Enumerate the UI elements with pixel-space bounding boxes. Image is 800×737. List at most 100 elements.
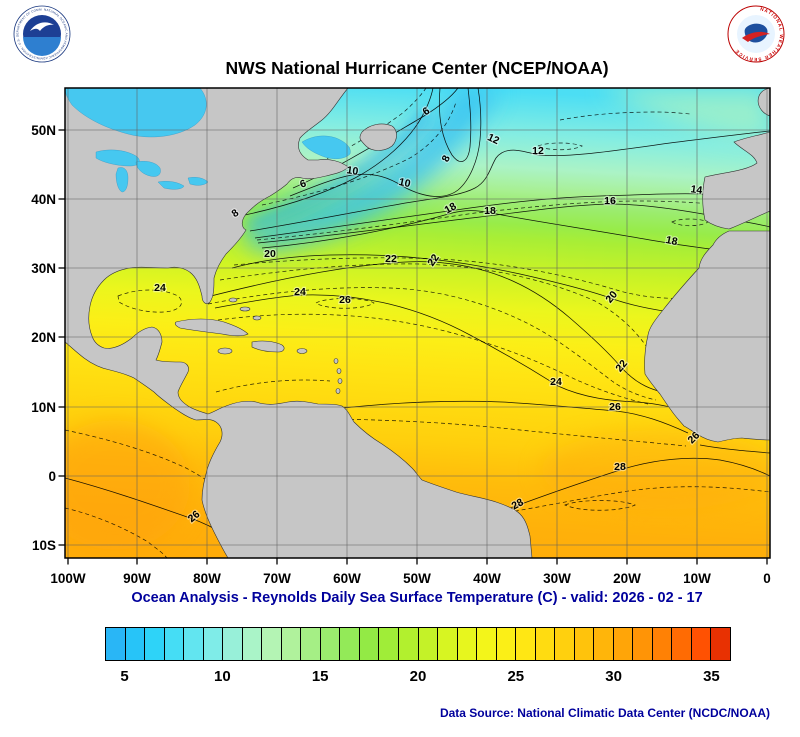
lat-tick-label: 0 xyxy=(48,469,56,484)
antilles-island xyxy=(333,358,339,364)
lake-erie xyxy=(157,181,185,190)
contour-label: 12 xyxy=(532,145,544,157)
colorbar-tick-label: 5 xyxy=(120,668,129,685)
lon-tick-label: 0 xyxy=(763,571,771,586)
lon-tick-label: 70W xyxy=(263,571,291,586)
colorbar-segment xyxy=(613,628,634,660)
data-source-credit: Data Source: National Climatic Data Cent… xyxy=(439,706,770,720)
map-caption: Ocean Analysis - Reynolds Daily Sea Surf… xyxy=(131,590,703,606)
isotherm-dashed xyxy=(233,257,770,299)
pacific-warm-pool xyxy=(65,420,190,550)
gulf-of-st-lawrence xyxy=(301,135,351,159)
colorbar-segment xyxy=(145,628,165,660)
lon-tick-label: 100W xyxy=(50,571,86,586)
lat-tick-label: 10N xyxy=(31,400,56,415)
lat-tick-label: 20N xyxy=(31,330,56,345)
colorbar-segment xyxy=(125,628,146,660)
contour-label: 20 xyxy=(264,248,276,260)
lon-tick-label: 40W xyxy=(473,571,501,586)
contour-label: 22 xyxy=(385,253,397,265)
isotherm-26-guinea xyxy=(699,444,770,454)
lon-tick-label: 30W xyxy=(543,571,571,586)
contour-label: 24 xyxy=(550,376,562,388)
nws-logo: NATIONAL WEATHER SERVICE xyxy=(727,5,785,63)
bahamas-island xyxy=(239,306,251,312)
colorbar-segment xyxy=(711,628,730,660)
contour-label: 26 xyxy=(609,401,621,413)
isotherm-24 xyxy=(214,294,681,410)
seagull-icon xyxy=(30,22,54,31)
contour-label: 24 xyxy=(294,286,306,298)
colorbar-segment xyxy=(398,628,419,660)
colorbar-segment xyxy=(340,628,360,660)
equatorial-warm-band xyxy=(540,430,770,510)
contour-label: 10 xyxy=(398,176,412,190)
cuba-island xyxy=(174,318,249,337)
contour-label: 14 xyxy=(690,183,703,197)
plot-area xyxy=(65,88,770,558)
colorbar-segment xyxy=(242,628,263,660)
lake-ontario xyxy=(187,177,209,186)
lon-tick-label: 60W xyxy=(333,571,361,586)
colorbar-segment xyxy=(223,628,243,660)
nws-emblem-swoosh xyxy=(742,31,770,42)
contour-label: 28 xyxy=(614,461,626,473)
colorbar-tick-label: 20 xyxy=(409,668,427,685)
colorbar-segment xyxy=(164,628,185,660)
colorbar-segment xyxy=(652,628,673,660)
lat-tick-label: 40N xyxy=(31,192,56,207)
isotherm-18 xyxy=(261,210,770,256)
isotherm-dashed xyxy=(261,101,457,206)
colorbar-segment xyxy=(477,628,497,660)
contour-label: 18 xyxy=(484,205,496,217)
colorbar-tick-label: 30 xyxy=(605,668,622,685)
colorbar-tick-label: 10 xyxy=(214,668,231,685)
isotherm-dashed xyxy=(65,507,168,558)
lon-tick-label: 50W xyxy=(403,571,431,586)
colorbar-segment xyxy=(672,628,692,660)
lake-michigan xyxy=(115,167,129,193)
isotherm-10 xyxy=(289,88,482,197)
isotherm-dashed xyxy=(217,313,649,405)
lon-tick-label: 10W xyxy=(683,571,711,586)
colorbar-segment xyxy=(281,628,302,660)
colorbar-segment xyxy=(555,628,575,660)
noaa-logo: NATIONAL OCEANIC AND ATMOSPHERIC ADMINIS… xyxy=(10,4,71,63)
bahamas-island xyxy=(228,297,238,303)
lon-tick-label: 90W xyxy=(123,571,151,586)
northeast-drift-region xyxy=(600,88,770,140)
isotherm-8 xyxy=(234,88,434,218)
jamaica-island xyxy=(217,347,233,355)
france-iberia xyxy=(702,131,770,230)
contour-label: 24 xyxy=(154,282,166,294)
hispaniola-island xyxy=(251,340,285,353)
landmasses xyxy=(65,88,770,558)
isotherm-dashed xyxy=(315,298,375,309)
antilles-island xyxy=(337,378,343,384)
isotherm-dashed xyxy=(537,142,583,151)
contour-label: 18 xyxy=(665,234,679,248)
bahamas-island xyxy=(252,315,262,321)
contour-label: 10 xyxy=(346,164,359,178)
page-title: NWS National Hurricane Center (NCEP/NOAA… xyxy=(225,58,609,78)
colorbar-segment xyxy=(184,628,204,660)
isotherm-dashed xyxy=(215,379,331,393)
puerto-rico-island xyxy=(296,348,308,354)
colorbar-segment xyxy=(418,628,439,660)
isotherm-dashed xyxy=(256,200,770,241)
colorbar-segment xyxy=(691,628,712,660)
isotherm-8-tongue xyxy=(438,88,472,162)
contour-label: 16 xyxy=(604,195,616,207)
antilles-island xyxy=(335,388,341,394)
colorbar-tick-label: 35 xyxy=(703,668,720,685)
lat-tick-label: 50N xyxy=(31,123,56,138)
isotherm-dashed xyxy=(559,111,691,121)
colorbar-segment xyxy=(106,628,126,660)
isotherm-dashed xyxy=(564,500,636,511)
colorbar-segment xyxy=(320,628,341,660)
colorbar-segment xyxy=(438,628,458,660)
lon-tick-label: 20W xyxy=(613,571,641,586)
isotherm-lines xyxy=(65,88,770,558)
